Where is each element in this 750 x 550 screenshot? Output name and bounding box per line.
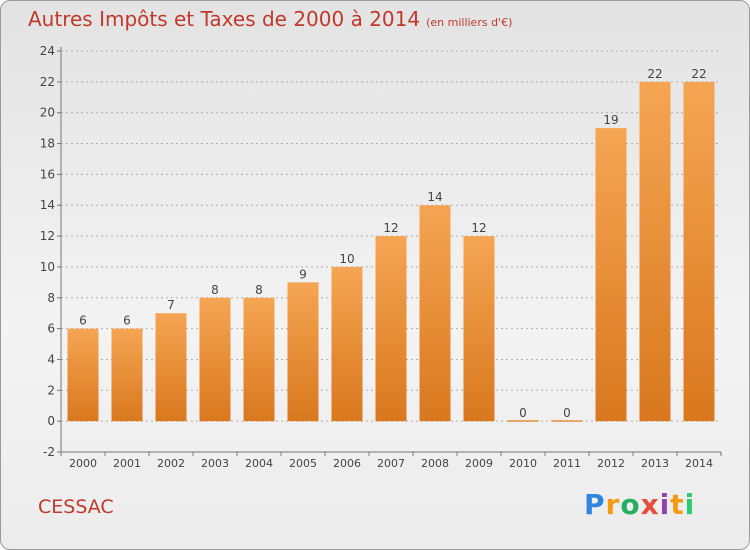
bar-2013 — [639, 81, 671, 422]
bar-2003 — [199, 297, 231, 422]
x-tick-label-2009: 2009 — [465, 457, 493, 470]
logo-letter: r — [605, 488, 621, 521]
x-tick-label-2000: 2000 — [69, 457, 97, 470]
chart-subtitle: (en milliers d'€) — [426, 16, 513, 29]
chart-title: Autres Impôts et Taxes de 2000 à 2014 (en… — [28, 7, 512, 31]
y-tick-label: 10 — [40, 260, 55, 274]
y-tick-label: 8 — [47, 291, 55, 305]
bar-2008 — [419, 205, 451, 422]
x-tick-label-2003: 2003 — [201, 457, 229, 470]
x-tick-label-2004: 2004 — [245, 457, 273, 470]
logo-letter: o — [620, 488, 641, 521]
data-label-2011: 0 — [563, 406, 571, 420]
x-tick-label-2006: 2006 — [333, 457, 361, 470]
data-label-2007: 12 — [383, 221, 398, 235]
y-tick-label: 2 — [47, 383, 55, 397]
x-tick-label-2013: 2013 — [641, 457, 669, 470]
bar-2006 — [331, 266, 363, 422]
bar-2002 — [155, 313, 187, 422]
y-tick-label: 20 — [40, 106, 55, 120]
x-tick-label-2008: 2008 — [421, 457, 449, 470]
x-tick-label-2005: 2005 — [289, 457, 317, 470]
bar-2014 — [683, 81, 715, 422]
data-labels: 6 6 7 8 8 9 10 12 14 12 0 0 19 22 22 — [79, 67, 706, 420]
proxiti-logo: Proxiti — [584, 488, 695, 521]
data-label-2009: 12 — [471, 221, 486, 235]
data-label-2013: 22 — [647, 67, 662, 81]
data-label-2000: 6 — [79, 314, 87, 328]
data-label-2006: 10 — [339, 252, 354, 266]
data-label-2002: 7 — [167, 298, 175, 312]
x-tick-label-2001: 2001 — [113, 457, 141, 470]
data-label-2004: 8 — [255, 283, 263, 297]
x-tick-label-2014: 2014 — [685, 457, 713, 470]
logo-letter: x — [640, 488, 660, 521]
bar-2009 — [463, 236, 495, 422]
bar-2000 — [67, 328, 99, 422]
logo-letter: i — [684, 488, 696, 521]
y-tick-label: 12 — [40, 229, 55, 243]
y-tick-label: 22 — [40, 75, 55, 89]
bar-2011 — [551, 420, 583, 422]
chart-title-text: Autres Impôts et Taxes de 2000 à 2014 — [28, 7, 421, 31]
y-tick-label: 14 — [40, 198, 55, 212]
data-label-2008: 14 — [427, 190, 442, 204]
y-tick-label: 16 — [40, 167, 55, 181]
x-tick-label-2007: 2007 — [377, 457, 405, 470]
bar-2005 — [287, 282, 319, 422]
y-tick-label: 0 — [47, 414, 55, 428]
logo-letter: P — [584, 488, 606, 521]
y-tick-label: 18 — [40, 137, 55, 151]
y-tick-label: 24 — [40, 44, 55, 58]
data-label-2012: 19 — [603, 113, 618, 127]
y-tick-label: -2 — [43, 445, 55, 459]
bar-2010 — [507, 420, 539, 422]
y-tick-label: 4 — [47, 352, 55, 366]
x-tick-label-2012: 2012 — [597, 457, 625, 470]
logo-letter: t — [670, 488, 685, 521]
x-tick-label-2011: 2011 — [553, 457, 581, 470]
y-tick-label: 6 — [47, 322, 55, 336]
data-label-2003: 8 — [211, 283, 219, 297]
data-label-2014: 22 — [691, 67, 706, 81]
x-tick-label-2010: 2010 — [509, 457, 537, 470]
bars — [67, 81, 715, 422]
bar-2007 — [375, 236, 407, 422]
data-label-2010: 0 — [519, 406, 527, 420]
data-label-2001: 6 — [123, 314, 131, 328]
x-tick-label-2002: 2002 — [157, 457, 185, 470]
data-label-2005: 9 — [299, 267, 307, 281]
logo-letter: i — [659, 488, 671, 521]
bar-2001 — [111, 328, 143, 422]
bar-2012 — [595, 128, 627, 422]
location-label: CESSAC — [38, 496, 114, 518]
bar-2004 — [243, 297, 275, 422]
